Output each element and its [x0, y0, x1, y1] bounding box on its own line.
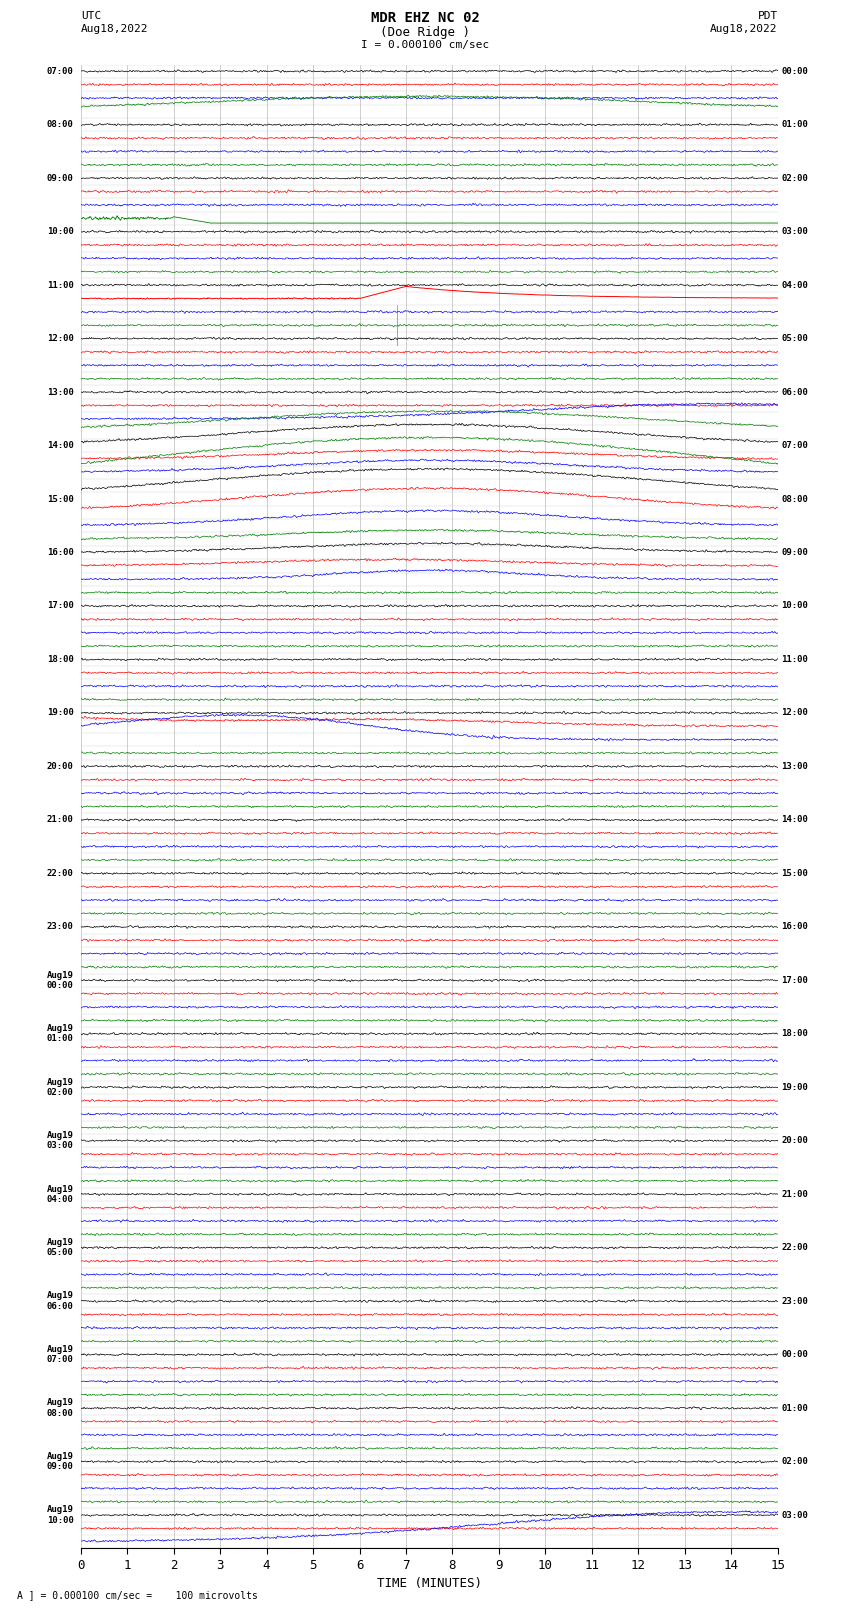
- Text: 08:00: 08:00: [47, 121, 74, 129]
- Text: 01:00: 01:00: [781, 1403, 808, 1413]
- Text: 13:00: 13:00: [781, 761, 808, 771]
- Text: Aug19
09:00: Aug19 09:00: [47, 1452, 74, 1471]
- Text: 17:00: 17:00: [781, 976, 808, 986]
- Text: 22:00: 22:00: [781, 1244, 808, 1252]
- Text: Aug19
06:00: Aug19 06:00: [47, 1292, 74, 1311]
- Text: 12:00: 12:00: [47, 334, 74, 344]
- Text: 23:00: 23:00: [781, 1297, 808, 1305]
- Text: A ] = 0.000100 cm/sec =    100 microvolts: A ] = 0.000100 cm/sec = 100 microvolts: [17, 1590, 258, 1600]
- Text: Aug19
07:00: Aug19 07:00: [47, 1345, 74, 1365]
- Text: 17:00: 17:00: [47, 602, 74, 610]
- Text: UTC: UTC: [81, 11, 101, 21]
- Text: 12:00: 12:00: [781, 708, 808, 718]
- X-axis label: TIME (MINUTES): TIME (MINUTES): [377, 1578, 482, 1590]
- Text: 18:00: 18:00: [47, 655, 74, 665]
- Text: 14:00: 14:00: [47, 440, 74, 450]
- Text: 06:00: 06:00: [781, 387, 808, 397]
- Text: Aug19
04:00: Aug19 04:00: [47, 1184, 74, 1203]
- Text: Aug19
02:00: Aug19 02:00: [47, 1077, 74, 1097]
- Text: MDR EHZ NC 02: MDR EHZ NC 02: [371, 11, 479, 26]
- Text: 23:00: 23:00: [47, 923, 74, 931]
- Text: Aug19
08:00: Aug19 08:00: [47, 1398, 74, 1418]
- Text: 19:00: 19:00: [47, 708, 74, 718]
- Text: 02:00: 02:00: [781, 1457, 808, 1466]
- Text: 04:00: 04:00: [781, 281, 808, 290]
- Text: Aug19
03:00: Aug19 03:00: [47, 1131, 74, 1150]
- Text: Aug19
01:00: Aug19 01:00: [47, 1024, 74, 1044]
- Text: 15:00: 15:00: [781, 869, 808, 877]
- Text: Aug18,2022: Aug18,2022: [81, 24, 148, 34]
- Text: 20:00: 20:00: [47, 761, 74, 771]
- Text: Aug19
05:00: Aug19 05:00: [47, 1237, 74, 1258]
- Text: 16:00: 16:00: [47, 548, 74, 556]
- Text: 18:00: 18:00: [781, 1029, 808, 1039]
- Text: 22:00: 22:00: [47, 869, 74, 877]
- Text: 09:00: 09:00: [47, 174, 74, 182]
- Text: 20:00: 20:00: [781, 1136, 808, 1145]
- Text: 13:00: 13:00: [47, 387, 74, 397]
- Text: 10:00: 10:00: [47, 227, 74, 235]
- Text: 03:00: 03:00: [781, 227, 808, 235]
- Text: 02:00: 02:00: [781, 174, 808, 182]
- Text: 03:00: 03:00: [781, 1510, 808, 1519]
- Text: 07:00: 07:00: [781, 440, 808, 450]
- Text: Aug19
10:00: Aug19 10:00: [47, 1505, 74, 1524]
- Text: 14:00: 14:00: [781, 815, 808, 824]
- Text: (Doe Ridge ): (Doe Ridge ): [380, 26, 470, 39]
- Text: 19:00: 19:00: [781, 1082, 808, 1092]
- Text: 08:00: 08:00: [781, 495, 808, 503]
- Text: 07:00: 07:00: [47, 66, 74, 76]
- Text: Aug19
00:00: Aug19 00:00: [47, 971, 74, 990]
- Text: I = 0.000100 cm/sec: I = 0.000100 cm/sec: [361, 40, 489, 50]
- Text: 01:00: 01:00: [781, 121, 808, 129]
- Text: 05:00: 05:00: [781, 334, 808, 344]
- Text: 10:00: 10:00: [781, 602, 808, 610]
- Text: 11:00: 11:00: [781, 655, 808, 665]
- Text: Aug18,2022: Aug18,2022: [711, 24, 778, 34]
- Text: 00:00: 00:00: [781, 1350, 808, 1360]
- Text: 21:00: 21:00: [47, 815, 74, 824]
- Text: 15:00: 15:00: [47, 495, 74, 503]
- Text: 16:00: 16:00: [781, 923, 808, 931]
- Text: 11:00: 11:00: [47, 281, 74, 290]
- Text: 00:00: 00:00: [781, 66, 808, 76]
- Text: PDT: PDT: [757, 11, 778, 21]
- Text: 09:00: 09:00: [781, 548, 808, 556]
- Text: 21:00: 21:00: [781, 1190, 808, 1198]
